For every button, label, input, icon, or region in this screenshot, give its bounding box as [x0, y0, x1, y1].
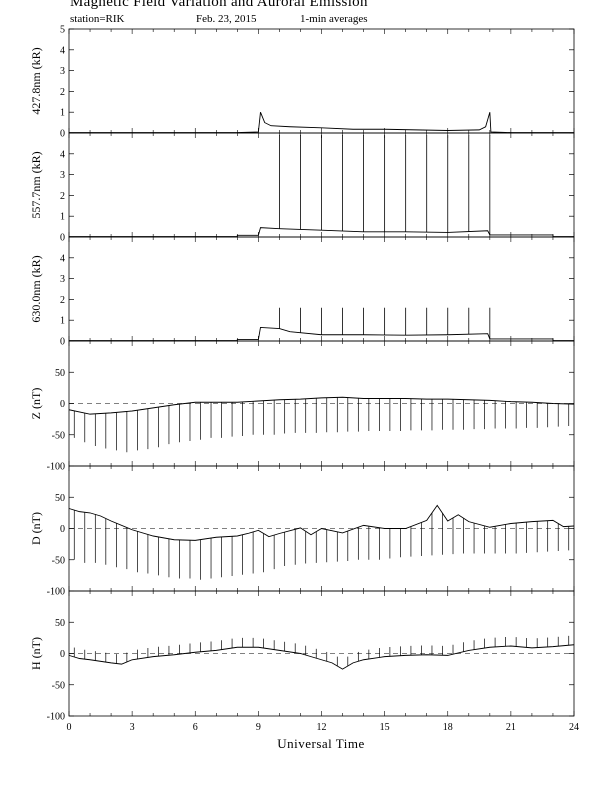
y-tick-label-D: 50 [55, 493, 65, 504]
y-tick-label-D: -50 [52, 555, 65, 566]
averaging-label: 1-min averages [300, 13, 368, 25]
y-axis-label-557: 557.7nm (kR) [29, 151, 43, 218]
y-tick-label-Z: 50 [55, 368, 65, 379]
y-tick-label-557: 3 [60, 170, 65, 181]
y-tick-label-Z: -100 [47, 462, 65, 473]
y-tick-label-557: 2 [60, 191, 65, 202]
chart-title: Magnetic Field Variation and Auroral Emi… [70, 0, 368, 10]
y-tick-label-630: 1 [60, 316, 65, 327]
x-tick-label: 21 [506, 722, 516, 733]
x-tick-label: 18 [443, 722, 453, 733]
x-tick-label: 9 [256, 722, 261, 733]
y-tick-label-D: -100 [47, 587, 65, 598]
y-tick-label-D: 0 [60, 524, 65, 535]
x-tick-label: 3 [130, 722, 135, 733]
y-axis-label-630: 630.0nm (kR) [29, 255, 43, 322]
y-tick-label-427: 5 [60, 25, 65, 36]
series-line-H [68, 644, 575, 670]
y-axis-label-Z: Z (nT) [29, 388, 43, 420]
x-tick-label: 6 [193, 722, 198, 733]
x-tick-label: 12 [317, 722, 327, 733]
y-tick-label-557: 1 [60, 212, 65, 223]
series-line-Z [68, 396, 575, 415]
x-tick-label: 24 [569, 722, 579, 733]
y-tick-label-427: 1 [60, 108, 65, 119]
y-tick-label-427: 3 [60, 66, 65, 77]
series-line-427 [69, 112, 574, 134]
y-tick-label-630: 0 [60, 337, 65, 348]
y-tick-label-H: -50 [52, 680, 65, 691]
date-label: Feb. 23, 2015 [196, 13, 257, 25]
y-tick-label-630: 4 [60, 253, 65, 264]
panel-frame-427 [68, 28, 575, 134]
y-tick-label-630: 3 [60, 274, 65, 285]
y-axis-label-427: 427.8nm (kR) [29, 47, 43, 114]
x-tick-label: 0 [67, 722, 72, 733]
y-tick-label-630: 2 [60, 295, 65, 306]
station-label: station=RIK [70, 13, 125, 25]
y-tick-label-427: 0 [60, 129, 65, 140]
y-tick-label-557: 0 [60, 233, 65, 244]
y-tick-label-H: -100 [47, 712, 65, 723]
y-tick-label-Z: 0 [60, 399, 65, 410]
x-tick-label: 15 [380, 722, 390, 733]
y-tick-label-Z: -50 [52, 430, 65, 441]
y-tick-label-H: 0 [60, 649, 65, 660]
y-tick-label-427: 2 [60, 87, 65, 98]
y-tick-label-H: 50 [55, 618, 65, 629]
series-line-D [68, 504, 575, 541]
y-tick-label-427: 4 [60, 45, 65, 56]
x-axis-label: Universal Time [277, 736, 365, 751]
y-tick-label-557: 4 [60, 149, 65, 160]
y-axis-label-D: D (nT) [29, 512, 43, 545]
y-axis-label-H: H (nT) [29, 637, 43, 670]
